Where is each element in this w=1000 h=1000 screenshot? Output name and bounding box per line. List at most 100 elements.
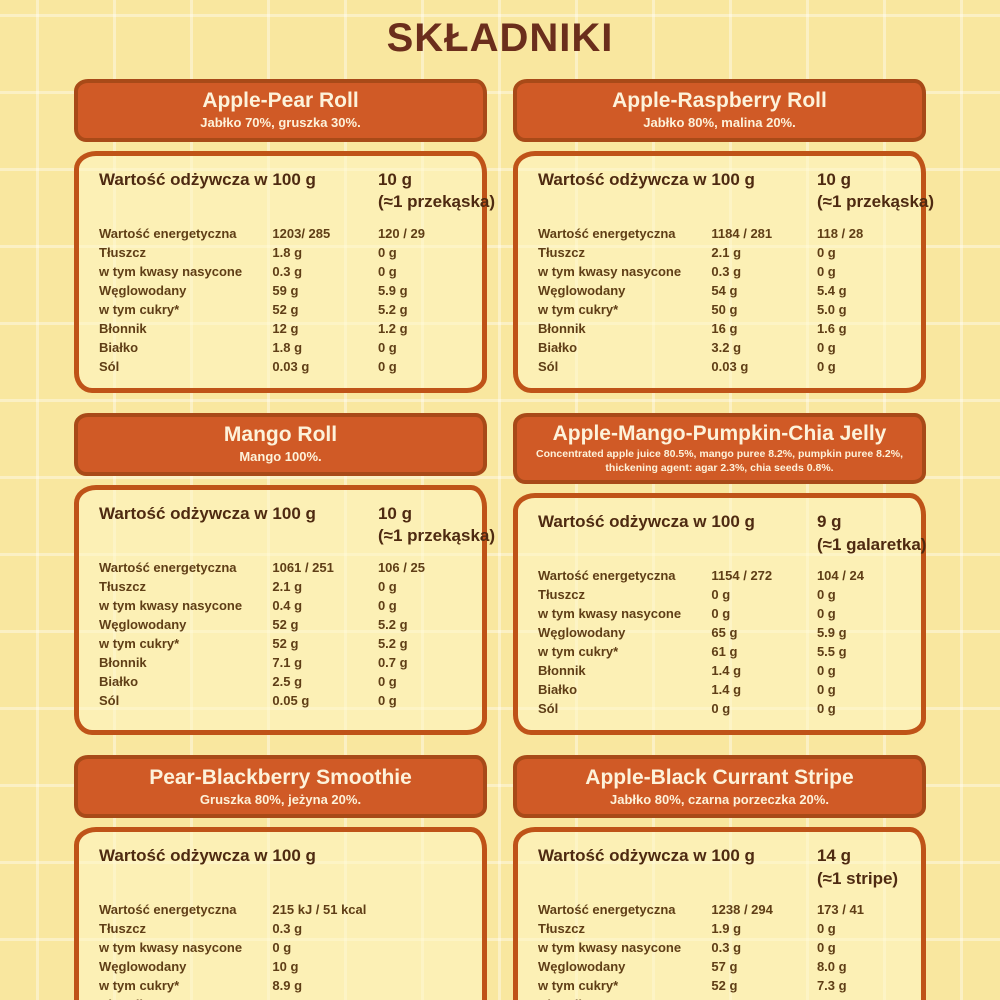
row-serving-value: 0 g bbox=[377, 674, 397, 689]
nutrition-table: Wartość odżywcza w 100 g 10 g (≈1 przeką… bbox=[74, 485, 496, 736]
row-per-100g-value: 1.8 g bbox=[272, 340, 303, 355]
row-label: Wartość energetyczna bbox=[538, 226, 676, 241]
product-header: Pear-Blackberry Smoothie Gruszka 80%, je… bbox=[74, 755, 487, 819]
row-per-100g-value: 215 kJ / 51 kcal bbox=[272, 902, 367, 918]
row-label: Wartość energetyczna bbox=[538, 902, 676, 918]
nutrition-row: w tym kwasy nasycone 0 g 0 g bbox=[538, 604, 915, 623]
column-nutrition-label: Wartość odżywcza w bbox=[538, 846, 707, 866]
row-serving-value: 0.7 g bbox=[377, 655, 408, 670]
row-serving-value: 5.9 g bbox=[377, 283, 408, 298]
nutrition-row: w tym cukry* 8.9 g bbox=[99, 976, 476, 995]
column-serving-size: 10 g bbox=[816, 170, 851, 189]
row-per-100g-value: 0.3 g bbox=[711, 940, 742, 956]
row-per-100g-value: 52 g bbox=[272, 617, 299, 632]
row-serving-value bbox=[378, 995, 476, 1000]
nutrition-row: Wartość energetyczna 1203/ 285 120 / 29 bbox=[99, 224, 476, 243]
row-serving-value: 1.2 g bbox=[377, 321, 408, 336]
nutrition-rows: Wartość energetyczna 215 kJ / 51 kcal Tł… bbox=[99, 900, 476, 1000]
nutrition-table-header: Wartość odżywcza w 100 g 10 g (≈1 przeką… bbox=[99, 503, 496, 551]
row-label: Błonnik bbox=[99, 321, 147, 336]
row-serving-value: 5.2 g bbox=[377, 617, 408, 632]
product-ingredients: Gruszka 80%, jeżyna 20%. bbox=[199, 791, 362, 807]
nutrition-row: w tym kwasy nasycone 0.3 g 0 g bbox=[99, 262, 476, 281]
row-serving-value: 0 g bbox=[816, 245, 836, 260]
nutrition-table-header: Wartość odżywcza w 100 g 14 g (≈1 stripe… bbox=[538, 845, 915, 893]
product-card: Apple-Raspberry Roll Jabłko 80%, malina … bbox=[513, 79, 935, 393]
column-serving-note: (≈1 przekąska) bbox=[377, 526, 496, 546]
nutrition-row: Błonnik 3.0 g bbox=[99, 995, 476, 1000]
product-ingredients: Jabłko 80%, czarna porzeczka 20%. bbox=[610, 791, 829, 807]
nutrition-row: w tym cukry* 61 g 5.5 g bbox=[538, 642, 915, 661]
nutrition-row: Tłuszcz 1.9 g 0 g bbox=[538, 919, 915, 938]
nutrition-row: Węglowodany 59 g 5.9 g bbox=[99, 281, 476, 300]
product-header: Apple-Black Currant Stripe Jabłko 80%, c… bbox=[513, 755, 926, 819]
row-per-100g-value: 3.2 g bbox=[711, 340, 742, 355]
row-serving-value: 106 / 25 bbox=[377, 560, 425, 575]
column-per-100g: 100 g bbox=[272, 846, 316, 866]
row-per-100g-value: 2.1 g bbox=[272, 579, 303, 594]
row-per-100g-value: 50 g bbox=[711, 302, 738, 317]
nutrition-row: Białko 3.2 g 0 g bbox=[538, 338, 915, 357]
row-serving-value bbox=[378, 938, 476, 957]
row-per-100g-value: 59 g bbox=[272, 283, 299, 298]
product-header: Apple-Mango-Pumpkin-Chia Jelly Concentra… bbox=[513, 413, 926, 485]
row-serving-value: 5.0 g bbox=[816, 302, 847, 317]
row-serving-value: 0 g bbox=[377, 693, 397, 708]
row-label: w tym cukry* bbox=[538, 644, 619, 660]
row-serving-value: 0 g bbox=[377, 359, 397, 374]
nutrition-row: Sól 0.03 g 0 g bbox=[538, 357, 915, 376]
product-ingredients: Concentrated apple juice 80.5%, mango pu… bbox=[535, 448, 904, 474]
product-name: Apple-Black Currant Stripe bbox=[585, 765, 854, 789]
column-serving-size: 9 g bbox=[816, 512, 842, 532]
nutrition-row: Białko 1.4 g 0 g bbox=[538, 680, 915, 699]
column-nutrition-label: Wartość odżywcza w bbox=[99, 846, 268, 866]
row-per-100g-value: 54 g bbox=[711, 283, 738, 298]
row-per-100g-value: 52 g bbox=[272, 636, 299, 651]
row-label: Białko bbox=[99, 674, 139, 689]
row-serving-value: 118 / 28 bbox=[816, 226, 864, 241]
nutrition-row: w tym kwasy nasycone 0.3 g 0 g bbox=[538, 938, 915, 957]
nutrition-rows: Wartość energetyczna 1238 / 294 173 / 41… bbox=[538, 900, 915, 1000]
row-serving-value: 5.4 g bbox=[816, 283, 847, 298]
row-per-100g-value: 65 g bbox=[711, 625, 738, 641]
nutrition-table-header: Wartość odżywcza w 100 g bbox=[99, 845, 476, 893]
row-per-100g-value: 57 g bbox=[711, 959, 738, 975]
row-label: Błonnik bbox=[538, 663, 586, 679]
row-per-100g-value: 1.8 g bbox=[272, 245, 303, 260]
nutrition-row: Wartość energetyczna 1238 / 294 173 / 41 bbox=[538, 900, 915, 919]
row-per-100g-value: 1.4 g bbox=[711, 663, 742, 679]
row-per-100g-value: 0 g bbox=[272, 940, 292, 956]
row-label: Węglowodany bbox=[99, 959, 187, 975]
row-label: Węglowodany bbox=[538, 283, 626, 298]
row-serving-value: 8.0 g bbox=[816, 959, 847, 975]
row-label: Węglowodany bbox=[99, 283, 187, 298]
row-serving-value: 173 / 41 bbox=[816, 902, 864, 918]
product-ingredients: Mango 100%. bbox=[239, 449, 322, 465]
nutrition-row: Tłuszcz 1.8 g 0 g bbox=[99, 243, 476, 262]
row-serving-value bbox=[378, 900, 476, 919]
nutrition-row: Sól 0.03 g 0 g bbox=[99, 357, 476, 376]
nutrition-row: Sól 0.05 g 0 g bbox=[99, 691, 476, 710]
row-label: Wartość energetyczna bbox=[99, 226, 237, 241]
row-serving-value: 5.5 g bbox=[816, 644, 847, 660]
column-per-100g: 100 g bbox=[272, 504, 316, 523]
row-serving-value: 0 g bbox=[816, 359, 836, 374]
row-label: w tym cukry* bbox=[99, 636, 180, 651]
row-per-100g-value: 0.03 g bbox=[711, 359, 749, 374]
nutrition-table: Wartość odżywcza w 100 g 9 g (≈1 galaret… bbox=[513, 493, 926, 736]
row-label: Wartość energetyczna bbox=[99, 902, 237, 918]
row-per-100g-value: 1154 / 272 bbox=[711, 568, 773, 584]
row-per-100g-value: 1061 / 251 bbox=[272, 560, 334, 575]
column-serving-note: (≈1 przekąska) bbox=[816, 192, 935, 212]
product-name: Mango Roll bbox=[223, 423, 338, 447]
nutrition-table-header: Wartość odżywcza w 100 g 10 g (≈1 przeką… bbox=[99, 169, 495, 217]
product-name: Pear-Blackberry Smoothie bbox=[149, 765, 412, 789]
row-serving-value: 104 / 24 bbox=[816, 568, 864, 584]
nutrition-table-header: Wartość odżywcza w 100 g 9 g (≈1 galaret… bbox=[538, 511, 926, 559]
row-per-100g-value: 0.3 g bbox=[272, 264, 303, 279]
row-serving-value bbox=[378, 957, 476, 976]
row-serving-value: 0 g bbox=[377, 598, 397, 613]
row-label: Tłuszcz bbox=[99, 245, 146, 260]
row-serving-value: 5.2 g bbox=[377, 636, 408, 651]
row-per-100g-value: 52 g bbox=[272, 302, 299, 317]
